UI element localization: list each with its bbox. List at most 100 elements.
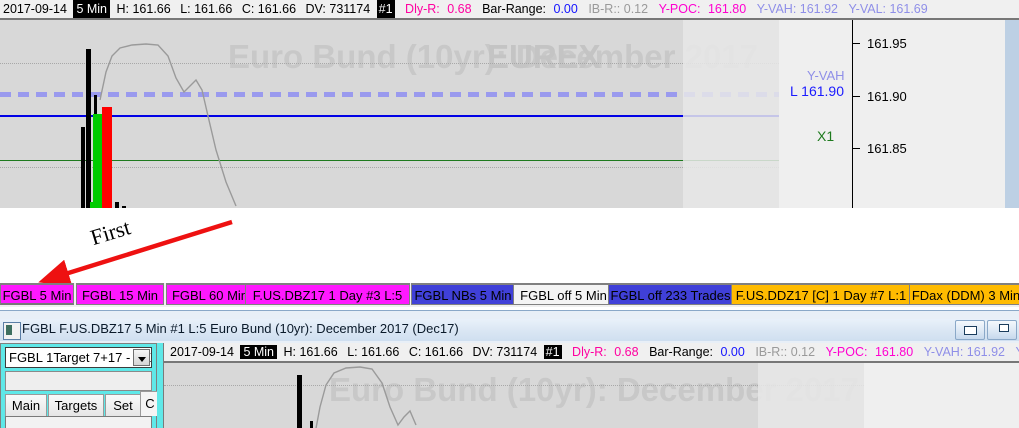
status-dly-r-value: 0.68 bbox=[447, 2, 472, 16]
top-chart-plot-area[interactable]: Euro Bund (10yr): December 2017 EUREX bbox=[0, 20, 779, 208]
bottom-gridline bbox=[164, 385, 864, 387]
y-vah-dashed-line bbox=[0, 92, 779, 97]
status-high: H: 161.66 bbox=[116, 2, 171, 16]
bstatus-poc-label: Y-POC: bbox=[825, 345, 868, 359]
tab-fus-ddz17-1day[interactable]: F.US.DDZ17 [C] 1 Day #7 L:1 bbox=[731, 283, 911, 305]
bstatus-dly-r-label: Dly-R: bbox=[572, 345, 607, 359]
overlay-indicator-curve bbox=[99, 43, 237, 207]
bstatus-bar-range-label: Bar-Range: bbox=[649, 345, 714, 359]
x1-line bbox=[0, 160, 779, 161]
statusbar-divider bbox=[0, 18, 1019, 20]
x1-tag: X1 bbox=[817, 128, 835, 144]
status-close: C: 161.66 bbox=[241, 2, 297, 16]
status-dv: DV: 731174 bbox=[305, 2, 371, 16]
bottom-chart-right-margin bbox=[864, 363, 1019, 428]
price-tag: L 161.90 bbox=[790, 83, 844, 99]
tab-fgbl-15min[interactable]: FGBL 15 Min bbox=[76, 283, 164, 305]
tab-fgbl-5min[interactable]: FGBL 5 Min bbox=[0, 283, 74, 305]
status-low: L: 161.66 bbox=[180, 2, 233, 16]
price-bar bbox=[81, 127, 85, 208]
status-poc-value: 161.80 bbox=[707, 2, 747, 16]
bottom-statusbar-divider bbox=[164, 361, 1019, 363]
gridline-16195 bbox=[0, 63, 779, 65]
status-chart-number: #1 bbox=[376, 0, 395, 18]
price-line-16190 bbox=[0, 115, 779, 117]
tab-fus-dbz17-1day[interactable]: F.US.DBZ17 1 Day #3 L:5 bbox=[245, 283, 410, 305]
tab-fgbl-off-5min[interactable]: FGBL off 5 Min bbox=[513, 283, 614, 305]
tab-fdax-ddm-3min[interactable]: FDax (DDM) 3 Min bbox=[909, 283, 1019, 305]
panel-tab-set[interactable]: Set bbox=[105, 394, 141, 416]
tab-fgbl-60min[interactable]: FGBL 60 Min bbox=[166, 283, 254, 305]
chevron-down-icon[interactable] bbox=[133, 349, 150, 366]
top-window-right-edge bbox=[1005, 20, 1019, 208]
bstatus-dly-r-value: 0.68 bbox=[614, 345, 639, 359]
status-ib-r: IB-R:: 0.12 bbox=[588, 2, 649, 16]
y-vah-tag: Y-VAH bbox=[807, 68, 845, 83]
restore-down-button[interactable] bbox=[955, 320, 985, 340]
bottom-future-region-shade bbox=[758, 363, 864, 428]
bottom-chart-area: 2017-09-14 5 Min H: 161.66 L: 161.66 C: … bbox=[163, 343, 1019, 428]
future-region-shade bbox=[683, 20, 779, 208]
tab-fgbl-nbs-5min[interactable]: FGBL NBs 5 Min bbox=[411, 283, 515, 305]
bottom-window-title: FGBL F.US.DBZ17 5 Min #1 L:5 Euro Bund (… bbox=[22, 321, 459, 336]
bstatus-low: L: 161.66 bbox=[347, 345, 400, 359]
bottom-chart-window: FGBL F.US.DBZ17 5 Min #1 L:5 Euro Bund (… bbox=[0, 310, 1019, 428]
top-chart-right-margin bbox=[779, 20, 852, 208]
annotation-gap bbox=[0, 208, 1019, 283]
bottom-chart-plot-area[interactable]: Euro Bund (10yr): December 2017 bbox=[164, 363, 864, 428]
bstatus-dv: DV: 731174 bbox=[472, 345, 538, 359]
status-date: 2017-09-14 bbox=[3, 2, 67, 16]
status-bar-range-value: 0.00 bbox=[553, 2, 578, 16]
status-y-val: Y-VAL: 161.69 bbox=[848, 2, 928, 16]
bstatus-interval: 5 Min bbox=[240, 345, 278, 359]
panel-divider bbox=[157, 343, 163, 428]
axis-tick-label: 161.85 bbox=[867, 141, 907, 156]
price-bar-up bbox=[93, 114, 102, 208]
panel-tab-main[interactable]: Main bbox=[5, 394, 47, 416]
status-y-vah: Y-VAH: 161.92 bbox=[756, 2, 838, 16]
bottom-window-titlebar[interactable]: FGBL F.US.DBZ17 5 Min #1 L:5 Euro Bund (… bbox=[0, 319, 1019, 341]
gridline-16185 bbox=[0, 167, 779, 169]
bottom-y-vah-tag: Y-VAH bbox=[789, 425, 827, 428]
axis-tick-label: 161.90 bbox=[867, 89, 907, 104]
bstatus-bar-range-value: 0.00 bbox=[720, 345, 745, 359]
strategy-select[interactable]: FGBL 1Target 7+17 - BE bbox=[5, 347, 152, 368]
status-bar-range-label: Bar-Range: bbox=[482, 2, 547, 16]
panel-tab-content bbox=[5, 416, 152, 428]
bottom-control-panel: FGBL 1Target 7+17 - BE Main Targets Set … bbox=[0, 343, 160, 428]
price-bar-up bbox=[90, 202, 96, 208]
top-chart-statusbar: 2017-09-14 5 Min H: 161.66 L: 161.66 C: … bbox=[0, 0, 1019, 18]
restore-down-icon bbox=[964, 326, 977, 335]
top-chart-axis-line bbox=[852, 20, 853, 208]
bstatus-ib-r: IB-R:: 0.12 bbox=[755, 345, 816, 359]
price-bar bbox=[86, 49, 91, 208]
tab-fgbl-off-233-trades[interactable]: FGBL off 233 Trades bbox=[608, 283, 733, 305]
bstatus-y-vah: Y-VAH: 161.92 bbox=[923, 345, 1005, 359]
panel-tab-targets[interactable]: Targets bbox=[48, 394, 104, 416]
bstatus-chart-number: #1 bbox=[543, 345, 562, 359]
window-system-icon[interactable] bbox=[3, 322, 21, 340]
bottom-price-bar bbox=[310, 421, 313, 428]
chart-watermark-exchange: EUREX bbox=[487, 38, 601, 75]
price-bar bbox=[122, 206, 126, 208]
price-bar-down bbox=[102, 107, 112, 208]
bottom-chart-statusbar: 2017-09-14 5 Min H: 161.66 L: 161.66 C: … bbox=[164, 343, 1019, 361]
status-interval: 5 Min bbox=[73, 0, 111, 18]
bstatus-close: C: 161.66 bbox=[408, 345, 464, 359]
top-chart-window: 2017-09-14 5 Min H: 161.66 L: 161.66 C: … bbox=[0, 0, 1019, 208]
status-poc-label: Y-POC: bbox=[658, 2, 701, 16]
chart-watermark-title: Euro Bund (10yr): December 2017 bbox=[228, 38, 759, 75]
price-bar bbox=[115, 202, 119, 208]
top-chart-price-axis[interactable]: 161.95 161.90 161.85 bbox=[853, 20, 1005, 208]
bottom-price-bar bbox=[297, 375, 302, 428]
chart-tab-strip[interactable]: FGBL 5 Min FGBL 15 Min FGBL 60 Min F.US.… bbox=[0, 283, 1019, 307]
bstatus-y-val: Y-VAL: 161.69 bbox=[1015, 345, 1019, 359]
annotation-arrow-icon bbox=[38, 219, 233, 287]
notes-input[interactable] bbox=[5, 371, 152, 391]
bstatus-poc-value: 161.80 bbox=[874, 345, 914, 359]
restore-button[interactable] bbox=[987, 320, 1017, 340]
axis-tick-label: 161.95 bbox=[867, 36, 907, 51]
status-dly-r-label: Dly-R: bbox=[405, 2, 440, 16]
strategy-select-value: FGBL 1Target 7+17 - BE bbox=[9, 350, 152, 365]
